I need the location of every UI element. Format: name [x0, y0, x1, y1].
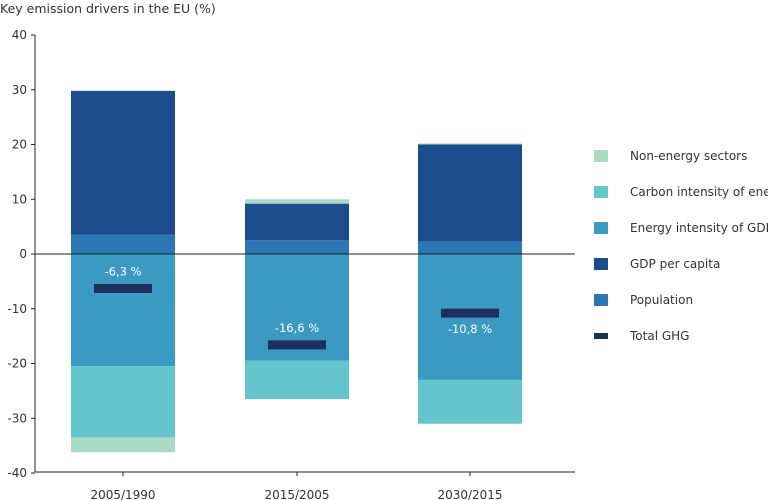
- legend: Non-energy sectors Carbon intensity of en…: [594, 149, 768, 343]
- bar-segment-population: [418, 241, 522, 254]
- legend-swatch-gdp-per-capita: [594, 258, 608, 270]
- legend-swatch-carbon-intensity-of-energy: [594, 186, 608, 198]
- bar-segment-energy-intensity-of-gdp: [71, 254, 175, 367]
- bars-layer: [71, 90, 522, 453]
- total-ghg-label: -16,6 %: [275, 321, 319, 335]
- legend-label-total-ghg: Total GHG: [629, 329, 689, 343]
- x-tick-label: 2005/1990: [90, 488, 155, 500]
- total-ghg-layer: -6,3 % -16,6 % -10,8 %: [94, 264, 499, 350]
- legend-swatch-energy-intensity-of-gdp: [594, 222, 608, 234]
- total-ghg-marker: [268, 340, 326, 350]
- axes-layer: 40 30 20 10 0 -10 -20 -30 -40 2005/1990 2015/2005 2…: [7, 28, 575, 500]
- total-ghg-marker: [94, 283, 152, 293]
- y-tick-label: 10: [12, 192, 27, 206]
- bar-segment-non-energy-sectors: [418, 143, 522, 145]
- legend-label-non-energy-sectors: Non-energy sectors: [630, 149, 747, 163]
- x-tick-label: 2030/2015: [437, 488, 502, 500]
- y-tick-label: -30: [7, 411, 27, 425]
- bar-segment-carbon-intensity-of-energy: [245, 360, 349, 400]
- legend-swatch-total-ghg: [594, 333, 608, 339]
- bar-segment-population: [245, 240, 349, 254]
- y-tick-label: -20: [7, 357, 27, 371]
- legend-swatch-non-energy-sectors: [594, 150, 608, 162]
- total-ghg-marker: [441, 308, 499, 318]
- y-tick-label: 20: [12, 138, 27, 152]
- bar-segment-carbon-intensity-of-energy: [418, 379, 522, 424]
- legend-swatch-population: [594, 294, 608, 306]
- bar-segment-gdp-per-capita: [418, 144, 522, 242]
- y-tick-label: -10: [7, 302, 27, 316]
- bar-segment-population: [71, 234, 175, 254]
- bar-segment-non-energy-sectors: [71, 437, 175, 453]
- legend-label-gdp-per-capita: GDP per capita: [630, 257, 720, 271]
- total-ghg-label: -6,3 %: [104, 264, 141, 278]
- x-tick-label: 2015/2005: [264, 488, 329, 500]
- y-tick-label: 40: [12, 28, 27, 42]
- chart-title: Key emission drivers in the EU (%): [0, 1, 216, 16]
- legend-label-population: Population: [630, 293, 693, 307]
- legend-label-energy-intensity-of-gdp: Energy intensity of GDP: [630, 221, 768, 235]
- bar-segment-gdp-per-capita: [71, 90, 175, 235]
- bar-segment-non-energy-sectors: [245, 199, 349, 204]
- y-tick-label: 30: [12, 83, 27, 97]
- legend-label-carbon-intensity-of-energy: Carbon intensity of energy: [630, 185, 768, 199]
- y-tick-label: -40: [7, 466, 27, 480]
- total-ghg-label: -10,8 %: [448, 322, 492, 336]
- bar-segment-carbon-intensity-of-energy: [71, 366, 175, 438]
- y-tick-label: 0: [19, 247, 27, 261]
- bar-segment-gdp-per-capita: [245, 203, 349, 241]
